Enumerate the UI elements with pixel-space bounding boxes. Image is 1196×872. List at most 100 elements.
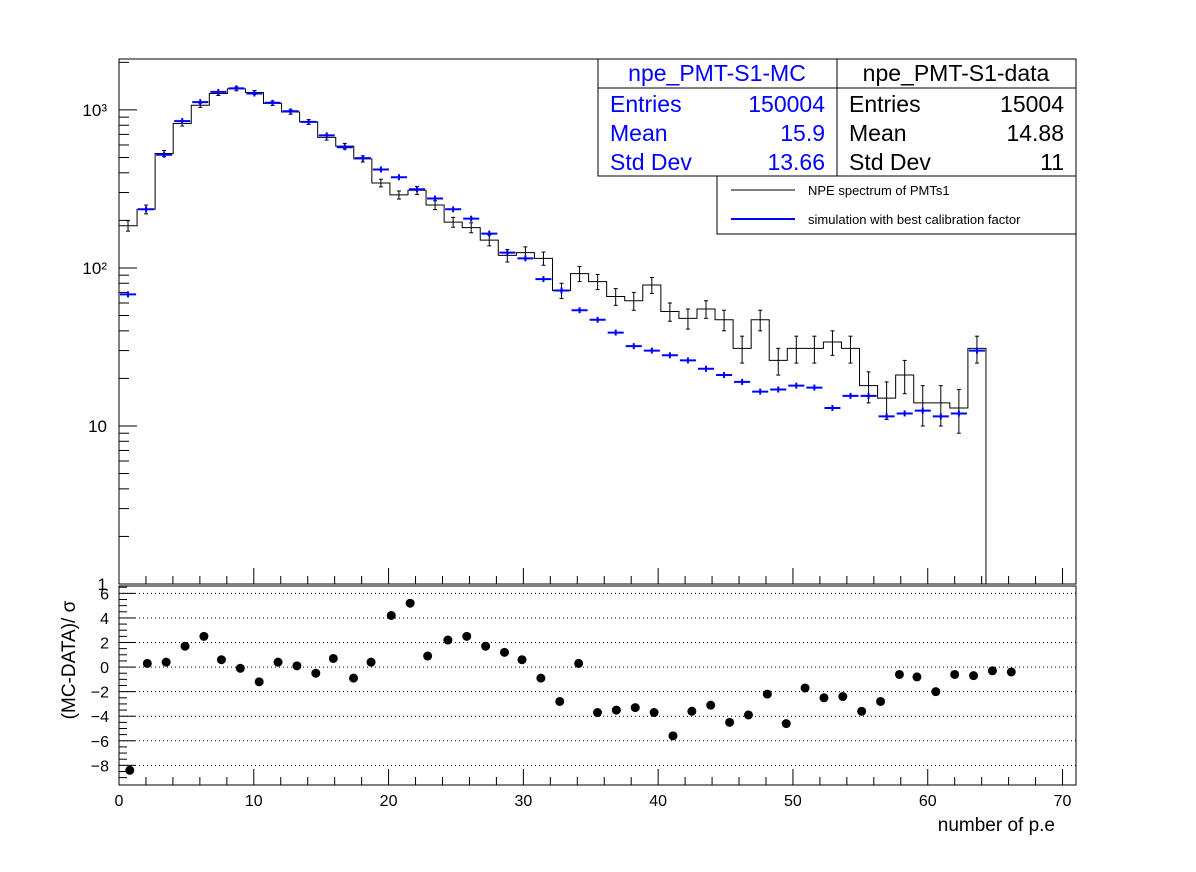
mc-bin — [174, 118, 191, 125]
mc-bin — [553, 287, 570, 294]
residual-point — [216, 655, 226, 665]
data-bin — [595, 273, 600, 291]
mc-bin — [716, 372, 733, 379]
bottom-x-tick-label: 70 — [1054, 793, 1072, 810]
residual-point — [781, 719, 791, 729]
mc-bin — [950, 410, 967, 417]
legend: NPE spectrum of PMTs1 simulation with be… — [716, 175, 1077, 235]
mc-bin — [445, 206, 462, 213]
mc-bin — [517, 255, 534, 262]
data-bin — [884, 381, 889, 420]
mc-bin — [463, 215, 480, 222]
mc-bin — [354, 155, 371, 162]
data-bin — [541, 251, 546, 266]
data-bin — [794, 335, 799, 364]
data-bin — [667, 302, 672, 322]
mc-bin — [264, 99, 281, 106]
mc-bin — [120, 291, 137, 298]
mc-bin — [427, 195, 444, 202]
residual-point — [499, 647, 509, 657]
residual-point — [366, 657, 376, 667]
bottom-x-tick-label: 40 — [649, 793, 667, 810]
residual-point — [987, 666, 997, 676]
mc-bin — [643, 347, 660, 354]
bottom-y-tick-label: 4 — [100, 611, 109, 628]
bottom-y-tick-label: −2 — [91, 685, 109, 702]
mc-bin — [896, 410, 913, 417]
data-bin — [740, 335, 745, 364]
mc-bin — [210, 88, 227, 95]
top-y-tick-label: 1 — [98, 575, 107, 594]
top-x-axis — [118, 568, 1064, 584]
mc-bin — [282, 108, 299, 115]
residual-point — [876, 696, 886, 706]
data-bin — [649, 277, 654, 294]
bottom-x-tick-label: 20 — [380, 793, 398, 810]
stats-mc-value-mean: 15.9 — [780, 120, 825, 146]
data-bin — [126, 220, 131, 232]
bottom-y-tick-label: 2 — [100, 636, 109, 653]
data-bin — [451, 216, 456, 228]
bottom-x-tick-label: 10 — [245, 793, 263, 810]
residual-point — [254, 677, 264, 687]
residual-point — [443, 635, 453, 645]
data-bin — [631, 291, 636, 311]
data-bin — [776, 347, 781, 376]
residual-point — [725, 717, 735, 727]
residual-point — [180, 641, 190, 651]
residual-point — [611, 705, 621, 715]
stats-box-mc: npe_PMT-S1-MC Entries 150004 Mean 15.9 S… — [597, 58, 838, 177]
residual-point — [668, 731, 678, 741]
residual-point — [142, 658, 152, 668]
legend-label-data: NPE spectrum of PMTs1 — [808, 183, 950, 198]
mc-bin — [336, 144, 353, 151]
residual-point — [199, 631, 209, 641]
stats-mc-value-entries: 150004 — [748, 91, 825, 117]
mc-bin — [734, 378, 751, 385]
bottom-y-tick-label: −8 — [91, 758, 109, 775]
residual-point — [328, 653, 338, 663]
mc-bin — [589, 316, 606, 323]
residual-point — [969, 671, 979, 681]
mc-bin — [138, 206, 155, 213]
top-y-tick-label: 10² — [82, 259, 107, 278]
mc-bin — [625, 343, 642, 350]
residual-point — [462, 631, 472, 641]
residual-point — [386, 610, 396, 620]
mc-bin — [535, 276, 552, 283]
mc-bin — [770, 386, 787, 393]
mc-bin — [878, 413, 895, 420]
bottom-x-tick-label: 50 — [784, 793, 802, 810]
stats-mc-label-mean: Mean — [610, 120, 668, 146]
mc-bin — [246, 90, 263, 97]
residual-point — [762, 689, 772, 699]
mc-bin — [499, 249, 516, 256]
x-axis-label: number of p.e — [938, 815, 1055, 836]
data-bin — [685, 308, 690, 330]
data-bin — [902, 359, 907, 395]
residual-point — [649, 708, 659, 718]
residual-point — [235, 663, 245, 673]
bottom-x-axis: 0 10 20 30 40 50 60 70 — [115, 769, 1072, 810]
residual-point — [894, 669, 904, 679]
residual-points — [125, 598, 1016, 775]
mc-histogram — [120, 85, 985, 420]
residual-point — [273, 657, 283, 667]
mc-bin — [806, 384, 823, 391]
residual-point — [405, 598, 415, 608]
data-bin — [938, 385, 943, 427]
stats-mc-label-stddev: Std Dev — [610, 149, 692, 175]
stats-data-value-mean: 14.88 — [1006, 120, 1064, 146]
stats-mc-value-stddev: 13.66 — [767, 149, 825, 175]
data-bin — [469, 222, 474, 234]
data-bin — [758, 309, 763, 332]
mc-bin — [156, 151, 173, 158]
stats-data-label-entries: Entries — [849, 91, 921, 117]
data-bin — [830, 330, 835, 356]
residual-point — [912, 672, 922, 682]
mc-bin — [842, 392, 859, 399]
residual-point — [574, 658, 584, 668]
stats-data-value-entries: 15004 — [1000, 91, 1064, 117]
